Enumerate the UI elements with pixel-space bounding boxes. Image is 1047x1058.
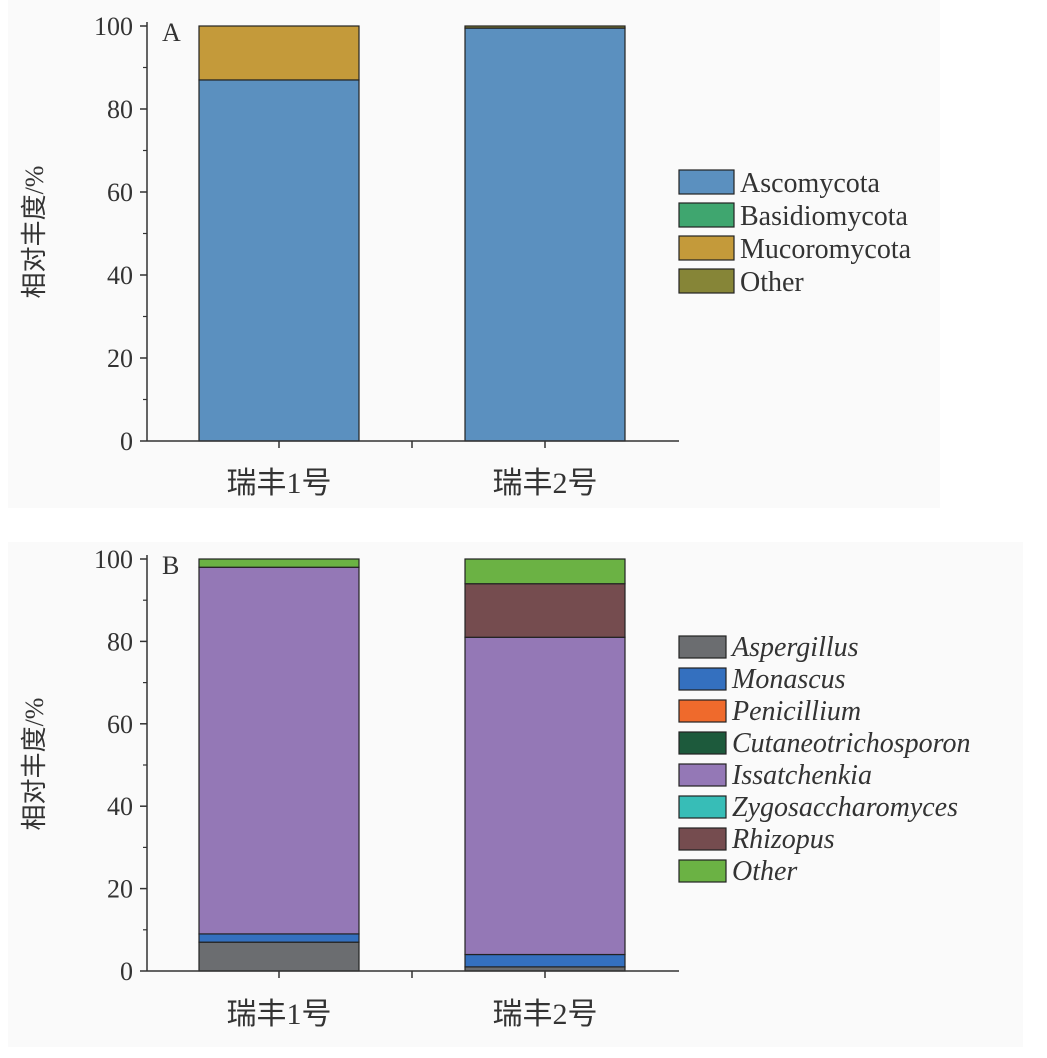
chart-a-legend-label-other: Other — [740, 267, 804, 298]
chart-b-legend-label-cutaneotrichosporon: Cutaneotrichosporon — [732, 728, 971, 759]
chart-b-legend-label-monascus: Monascus — [731, 664, 846, 695]
chart-b-bar-2-other — [464, 558, 626, 585]
chart-b-bar-1-issatchenkia — [198, 566, 360, 935]
chart-a-y-tick-label: 20 — [107, 344, 133, 373]
chart-a-legend-swatch-basidiomycota — [678, 202, 735, 228]
chart-a-legend-swatch-mucoromycota — [678, 235, 735, 261]
chart-a-bar-2-ascomycota — [464, 27, 626, 442]
chart-b-legend-label-other: Other — [732, 856, 797, 887]
chart-a-bar-2-other — [464, 25, 626, 29]
chart-b-y-axis-label: 相对丰度/% — [20, 698, 49, 831]
chart-b-y-tick-label: 100 — [94, 545, 133, 574]
chart-b-legend-swatch-aspergillus — [678, 635, 727, 659]
panel-b: 瑞丰1号 瑞丰2号 0 20 40 60 80 100 相对丰度/% B Aspergillus Mo… — [0, 542, 1047, 1047]
chart-b-y-tick-label: 0 — [120, 957, 133, 986]
chart-b-legend-swatch-zygosaccharomyces — [678, 795, 727, 819]
chart-a-x-tick-label: 瑞丰1号 — [227, 467, 332, 500]
chart-b-legend-label-penicillium: Penicillium — [731, 696, 861, 727]
chart-b-legend-swatch-rhizopus — [678, 827, 727, 851]
chart-b-legend-label-aspergillus: Aspergillus — [730, 632, 859, 663]
chart-b-bar-1-other — [198, 558, 360, 568]
chart-b-y-tick-label: 40 — [107, 792, 133, 821]
chart-b-y-tick-label: 20 — [107, 875, 133, 904]
chart-a-y-tick-label: 80 — [107, 95, 133, 124]
chart-b-legend-label-issatchenkia: Issatchenkia — [731, 760, 872, 791]
chart-b-panel-label: B — [162, 551, 179, 580]
chart-a-bar-1-ascomycota — [198, 79, 360, 442]
chart-b-legend-swatch-cutaneotrichosporon — [678, 731, 727, 755]
chart-a-y-tick-label: 60 — [107, 178, 133, 207]
chart-a-legend-label-mucoromycota: Mucoromycota — [740, 234, 912, 265]
chart-a-legend-swatch-ascomycota — [678, 169, 735, 195]
chart-b-bar-1-monascus — [198, 933, 360, 943]
chart-b-legend-swatch-issatchenkia — [678, 763, 727, 787]
chart-b-legend-swatch-penicillium — [678, 699, 727, 723]
chart-b-bar-2-rhizopus — [464, 583, 626, 638]
chart-a-y-tick-label: 0 — [120, 427, 133, 456]
chart-b-legend-swatch-monascus — [678, 667, 727, 691]
chart-b-legend-label-rhizopus: Rhizopus — [731, 824, 835, 855]
chart-b-bar-2-issatchenkia — [464, 636, 626, 956]
chart-a-y-tick-label: 40 — [107, 261, 133, 290]
chart-a-legend-label-basidiomycota: Basidiomycota — [740, 201, 909, 232]
chart-b-svg: 瑞丰1号 瑞丰2号 0 20 40 60 80 100 相对丰度/% B AspergillusMo… — [20, 545, 971, 1031]
chart-b-bar-1-aspergillus — [198, 941, 360, 972]
chart-b-y-tick-label: 60 — [107, 710, 133, 739]
chart-a-svg: 瑞丰1号 瑞丰2号 0 20 40 60 80 100 相对丰度/% A AscomycotaBas… — [20, 12, 912, 500]
chart-a-bar-1-mucoromycota — [198, 25, 360, 81]
chart-b-bar-2-monascus — [464, 953, 626, 968]
chart-a-legend-label-ascomycota: Ascomycota — [740, 168, 881, 199]
chart-b-legend-swatch-other — [678, 859, 727, 883]
chart-a-y-tick-label: 100 — [94, 12, 133, 41]
chart-a-legend-swatch-other — [678, 268, 735, 294]
chart-a-panel-label: A — [162, 18, 181, 47]
panel-a: 瑞丰1号 瑞丰2号 0 20 40 60 80 100 相对丰度/% A Ascomycota Bas… — [0, 0, 1047, 510]
chart-b-x-tick-label: 瑞丰1号 — [227, 998, 332, 1031]
chart-b-legend-label-zygosaccharomyces: Zygosaccharomyces — [732, 792, 958, 823]
chart-a-y-axis-label: 相对丰度/% — [20, 166, 49, 299]
chart-a-x-tick-label: 瑞丰2号 — [493, 467, 598, 500]
chart-b-x-tick-label: 瑞丰2号 — [493, 998, 598, 1031]
chart-b-y-tick-label: 80 — [107, 627, 133, 656]
